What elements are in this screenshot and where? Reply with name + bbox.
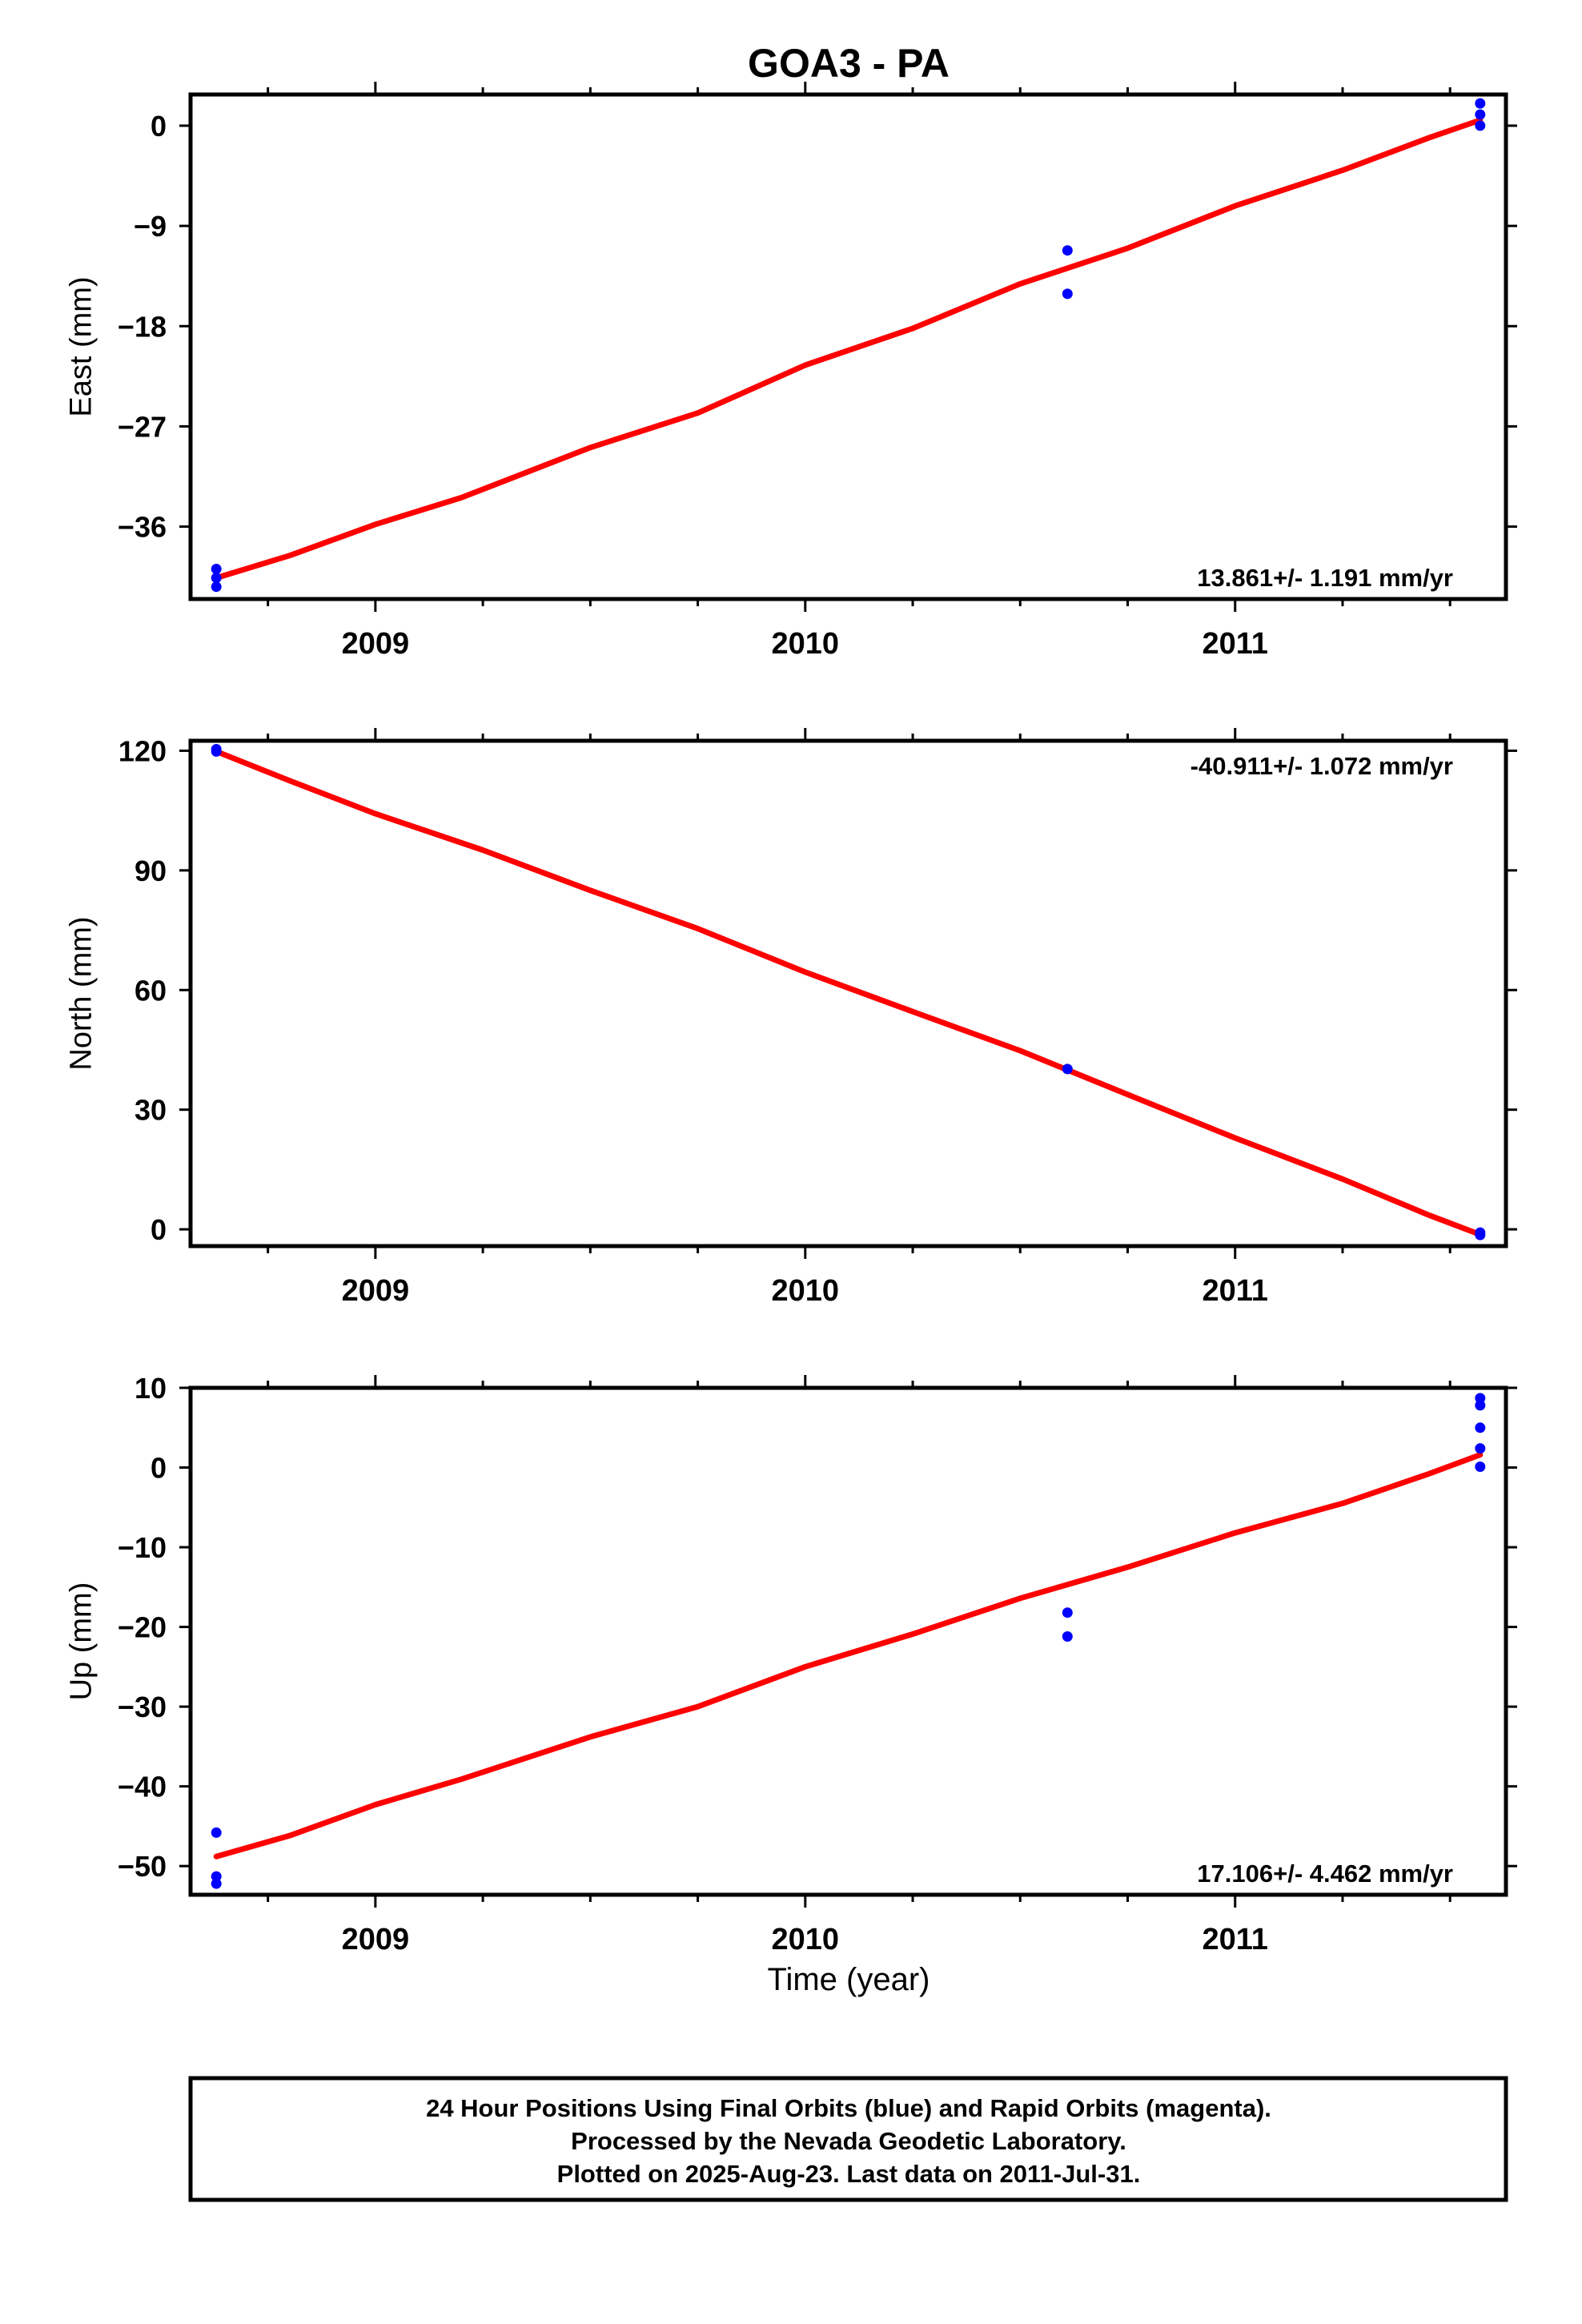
footer-line-2: Processed by the Nevada Geodetic Laborat… xyxy=(571,2127,1126,2155)
north-panel: 120 90 60 30 0 2009 2010 2011 North (mm) -40.911+… xyxy=(64,728,1517,1308)
up-y-tick-label: 0 xyxy=(151,1452,167,1485)
footer-line-3: Plotted on 2025-Aug-23. Last data on 201… xyxy=(557,2160,1141,2188)
chart-title: GOA3 - PA xyxy=(748,41,950,86)
up-data-point xyxy=(211,1871,222,1882)
up-data-point xyxy=(211,1878,222,1889)
north-axis-label: North (mm) xyxy=(64,916,98,1070)
east-y-tick-label: 0 xyxy=(151,110,167,143)
east-data-point xyxy=(1475,109,1486,120)
up-data-point xyxy=(211,1827,222,1838)
up-axis-label: Up (mm) xyxy=(64,1582,98,1701)
east-x-tick-label: 2010 xyxy=(772,627,840,661)
north-data-point xyxy=(211,746,222,757)
east-y-tick-label: −36 xyxy=(118,511,167,544)
up-y-tick-label: −10 xyxy=(118,1531,167,1564)
footer-line-1: 24 Hour Positions Using Final Orbits (bl… xyxy=(426,2094,1271,2122)
east-x-tick-label: 2011 xyxy=(1203,627,1268,661)
north-data-point xyxy=(1062,1063,1073,1075)
east-data-point xyxy=(1062,288,1073,300)
up-y-tick-label: −20 xyxy=(118,1611,167,1644)
east-data-point xyxy=(1475,120,1486,131)
east-data-point xyxy=(211,573,222,584)
north-velocity-label: -40.911+/- 1.072 mm/yr xyxy=(1191,752,1453,780)
up-x-tick-label: 2010 xyxy=(772,1923,840,1956)
north-data-point xyxy=(1475,1229,1486,1240)
north-y-tick-label: 60 xyxy=(135,974,167,1007)
up-model-line xyxy=(213,1452,1484,1860)
up-velocity-label: 17.106+/- 4.462 mm/yr xyxy=(1197,1860,1453,1888)
east-velocity-label: 13.861+/- 1.191 mm/yr xyxy=(1197,564,1453,592)
up-data-point xyxy=(1475,1443,1486,1454)
east-data-point xyxy=(211,564,222,574)
east-model-line xyxy=(213,117,1484,581)
up-x-tick-label: 2009 xyxy=(342,1923,410,1956)
east-data-point xyxy=(1062,245,1073,256)
up-data-point xyxy=(1475,1400,1486,1411)
up-y-tick-label: −30 xyxy=(118,1691,167,1723)
east-x-tick-label: 2009 xyxy=(342,627,410,661)
east-y-tick-label: −18 xyxy=(118,310,167,343)
up-data-point xyxy=(1475,1393,1486,1404)
north-x-tick-label: 2009 xyxy=(342,1274,410,1308)
up-y-tick-label: −40 xyxy=(118,1771,167,1803)
north-y-tick-label: 30 xyxy=(135,1094,167,1127)
up-data-point xyxy=(1062,1607,1073,1618)
north-y-tick-label: 90 xyxy=(135,854,167,887)
north-model-line xyxy=(213,748,1484,1238)
footer-box: 24 Hour Positions Using Final Orbits (bl… xyxy=(188,2076,1508,2202)
east-plot-frame xyxy=(188,92,1508,601)
north-y-tick-label: 0 xyxy=(151,1213,167,1246)
time-axis-label: Time (year) xyxy=(768,1962,930,1997)
east-data-point xyxy=(1475,98,1486,109)
east-y-tick-label: −9 xyxy=(134,210,167,243)
east-axis-label: East (mm) xyxy=(64,276,98,416)
up-y-tick-label: −50 xyxy=(118,1850,167,1883)
north-x-tick-label: 2010 xyxy=(772,1274,840,1308)
up-data-point xyxy=(1475,1462,1486,1472)
east-y-tick-label: −27 xyxy=(118,410,167,443)
up-x-tick-label: 2011 xyxy=(1203,1923,1268,1956)
north-x-tick-label: 2011 xyxy=(1203,1274,1268,1308)
east-data-point xyxy=(211,581,222,593)
up-y-tick-label: 10 xyxy=(135,1372,167,1405)
east-panel: 0 −9 −18 −27 −36 2009 2010 2011 East (mm) 13.861+… xyxy=(64,82,1517,661)
up-plot-frame xyxy=(188,1385,1508,1897)
up-data-point xyxy=(1062,1631,1073,1642)
up-data-point xyxy=(1475,1422,1486,1433)
north-plot-frame xyxy=(188,738,1508,1248)
north-y-tick-label: 120 xyxy=(118,734,167,767)
up-panel: 10 0 −10 −20 −30 −40 −50 2009 2010 2011 Up (mm) 17.… xyxy=(64,1372,1517,1956)
